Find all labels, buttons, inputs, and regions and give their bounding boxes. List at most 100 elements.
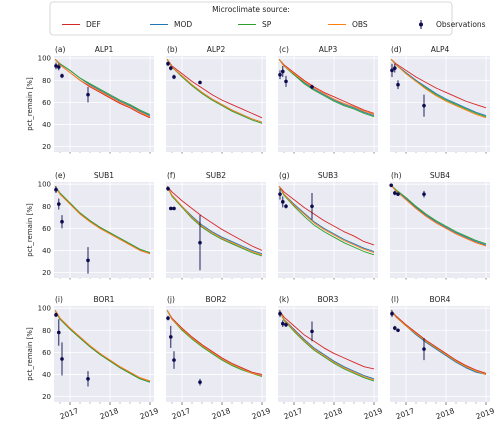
legend-label-obs: OBS xyxy=(352,20,368,29)
x-tick-label: 2018 xyxy=(211,406,232,421)
legend: Microclimate source: DEF MOD SP OBS Observat… xyxy=(49,1,486,36)
panel-tag: (f) xyxy=(167,171,176,180)
panel-title: SUB1 xyxy=(94,171,114,180)
panel-tag: (b) xyxy=(167,45,178,54)
panel-title: BOR2 xyxy=(206,295,227,304)
legend-label-observations: Observations xyxy=(436,20,486,29)
panel-title: ALP3 xyxy=(319,45,338,54)
observation-point xyxy=(166,186,170,191)
panel-tag: (e) xyxy=(55,171,66,180)
series-line-mod xyxy=(390,185,487,246)
y-tick-label: 80 xyxy=(42,327,51,335)
observation-point xyxy=(396,192,400,196)
observation-point xyxy=(172,206,176,211)
y-tick-label: 60 xyxy=(42,225,51,233)
observation-point xyxy=(166,61,170,66)
series-line-obs xyxy=(166,59,263,123)
series-line-def xyxy=(278,310,375,370)
observation-point xyxy=(284,79,288,84)
observation-point xyxy=(284,204,288,209)
panel-title: SUB3 xyxy=(318,171,338,180)
observation-point xyxy=(422,347,426,351)
observation-point xyxy=(393,191,397,195)
observation-point xyxy=(166,316,170,320)
observation-point xyxy=(60,357,64,361)
panel-sub3: (g) SUB3 xyxy=(278,171,378,280)
y-tick-label: 60 xyxy=(42,349,51,357)
series-line-def xyxy=(278,59,375,114)
series-line-mod xyxy=(390,59,487,117)
series-line-obs xyxy=(166,186,263,256)
x-tick-label: 2018 xyxy=(323,406,344,421)
series-line-obs xyxy=(54,186,151,255)
panel-background xyxy=(54,306,154,402)
y-tick-label: 60 xyxy=(42,99,51,107)
panel-title: ALP1 xyxy=(95,45,114,54)
observation-point xyxy=(281,321,285,326)
legend-title: Microclimate source: xyxy=(212,5,290,14)
series-line-sp xyxy=(278,59,375,118)
panel-tag: (d) xyxy=(391,45,402,54)
x-tick-label: 2017 xyxy=(59,406,80,421)
y-tick-label: 100 xyxy=(38,181,51,189)
y-tick-label: 80 xyxy=(42,203,51,211)
panel-title: SUB2 xyxy=(206,171,226,180)
x-tick-label: 2018 xyxy=(99,406,120,421)
series-line-obs xyxy=(54,59,151,118)
observation-point xyxy=(86,377,90,381)
panel-bor3: (k) BOR3 2017 2018 2019 xyxy=(278,295,384,421)
series-line-obs xyxy=(54,310,151,382)
panel-bor4: (l) BOR4 2017 2018 2019 xyxy=(390,295,496,421)
series-line-def xyxy=(390,310,487,374)
panel-background xyxy=(54,56,154,152)
series-line-def xyxy=(390,58,487,109)
y-axis-label: pct_remain [%] xyxy=(26,203,34,257)
observation-point xyxy=(172,358,176,362)
series-line-sp xyxy=(54,186,151,254)
panel-background xyxy=(390,306,490,402)
observation-point xyxy=(390,68,394,73)
series-line-sp xyxy=(166,59,263,124)
panel-background xyxy=(278,182,378,278)
observation-point xyxy=(310,329,314,334)
y-tick-label: 100 xyxy=(38,55,51,63)
observation-point xyxy=(54,313,58,317)
panel-alp3: (c) ALP3 xyxy=(278,45,378,154)
observation-point xyxy=(389,183,393,188)
observation-point xyxy=(278,72,282,77)
observation-point xyxy=(57,330,61,335)
panel-tag: (l) xyxy=(391,295,399,304)
panel-tag: (k) xyxy=(279,295,289,304)
panel-sub2: (f) SUB2 xyxy=(166,171,266,280)
legend-label-def: DEF xyxy=(86,20,101,29)
x-tick-label: 2019 xyxy=(475,406,496,421)
series-line-def xyxy=(166,186,263,251)
observation-point xyxy=(60,219,64,224)
panel-sub4: (h) SUB4 xyxy=(389,171,490,280)
observation-point xyxy=(86,92,90,97)
observation-point xyxy=(54,64,58,68)
panel-background xyxy=(54,182,154,278)
observation-point xyxy=(390,311,394,316)
panel-title: BOR1 xyxy=(94,295,115,304)
panel-tag: (i) xyxy=(55,295,63,304)
panel-tag: (j) xyxy=(167,295,175,304)
observation-point xyxy=(57,65,61,69)
observation-point xyxy=(310,204,314,209)
observation-point xyxy=(393,326,397,330)
x-tick-label: 2017 xyxy=(171,406,192,421)
observation-point xyxy=(169,66,173,70)
panel-bor2: (j) BOR2 2017 2018 2019 xyxy=(166,295,272,421)
panel-tag: (h) xyxy=(391,171,402,180)
panel-alp1: (a) ALP1 20 40 60 80 100 pct_remain [%] xyxy=(26,45,154,154)
panel-title: BOR4 xyxy=(430,295,451,304)
observation-point xyxy=(86,258,90,263)
y-tick-label: 40 xyxy=(42,247,51,255)
observation-point xyxy=(393,66,397,70)
legend-marker-observations xyxy=(419,22,423,27)
panel-title: ALP2 xyxy=(207,45,226,54)
y-tick-label: 20 xyxy=(42,143,51,151)
y-tick-label: 20 xyxy=(42,393,51,401)
